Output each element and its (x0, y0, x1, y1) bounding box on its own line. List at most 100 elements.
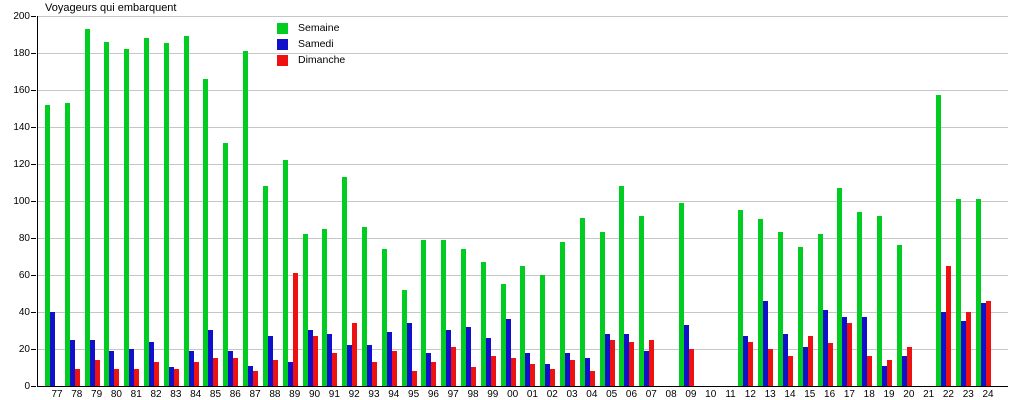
bar-samedi-15 (802, 347, 808, 386)
bar-samedi-02 (545, 363, 551, 386)
x-axis-label: 15 (804, 389, 816, 400)
chart-title: Voyageurs qui embarquent (45, 2, 177, 14)
bar-semaine-07 (639, 215, 645, 386)
bar-samedi-14 (782, 334, 788, 386)
bar-semaine-13 (758, 219, 764, 386)
bar-dimanche-22 (946, 265, 952, 386)
bar-dimanche-89 (292, 273, 298, 386)
legend-item-samedi: Samedi (277, 36, 345, 52)
x-axis-label: 00 (507, 389, 519, 400)
bar-semaine-87 (243, 50, 249, 386)
bar-samedi-05 (604, 334, 610, 386)
x-axis-label: 21 (923, 389, 935, 400)
x-axis-label: 05 (606, 389, 618, 400)
y-axis-tick (31, 237, 36, 239)
bar-samedi-92 (347, 345, 353, 386)
bar-semaine-96 (421, 239, 427, 386)
x-axis-label: 82 (150, 389, 162, 400)
x-axis-label: 13 (764, 389, 776, 400)
gridline (37, 52, 1008, 54)
y-axis-tick (31, 348, 36, 350)
bar-dimanche-02 (550, 369, 556, 386)
bar-dimanche-84 (193, 361, 199, 386)
x-axis-label: 23 (962, 389, 974, 400)
x-axis-label: 91 (328, 389, 340, 400)
bar-samedi-97 (446, 330, 452, 386)
bar-samedi-20 (901, 356, 907, 386)
bar-samedi-17 (842, 317, 848, 386)
x-axis-label: 22 (942, 389, 954, 400)
bar-samedi-84 (188, 350, 194, 386)
bar-samedi-91 (327, 334, 333, 386)
bar-semaine-93 (361, 226, 367, 386)
bar-samedi-23 (961, 321, 967, 386)
bar-samedi-79 (89, 339, 95, 386)
x-axis-label: 79 (91, 389, 103, 400)
x-axis-label: 80 (110, 389, 122, 400)
bar-samedi-86 (228, 350, 234, 386)
bar-samedi-03 (565, 352, 571, 386)
bar-semaine-03 (560, 241, 566, 386)
bar-samedi-01 (525, 352, 531, 386)
x-axis-label: 16 (824, 389, 836, 400)
legend-label-samedi: Samedi (298, 38, 334, 50)
bar-samedi-90 (307, 330, 313, 386)
bar-samedi-78 (69, 339, 75, 386)
y-axis-tick (31, 200, 36, 202)
legend-item-semaine: Semaine (277, 20, 345, 36)
y-axis-line (37, 15, 38, 386)
x-axis-label: 85 (209, 389, 222, 400)
gridline (37, 237, 1008, 239)
bar-dimanche-88 (272, 360, 278, 386)
bar-semaine-80 (104, 41, 110, 386)
bar-dimanche-12 (748, 341, 754, 386)
y-axis-tick-label: 140 (13, 121, 30, 133)
legend-item-dimanche: Dimanche (277, 52, 345, 68)
bar-dimanche-80 (114, 369, 120, 386)
bar-dimanche-15 (807, 336, 813, 386)
gridline (37, 126, 1008, 128)
y-axis-tick-label: 80 (18, 232, 30, 244)
bar-dimanche-05 (609, 339, 615, 386)
bar-semaine-04 (579, 217, 585, 386)
bar-samedi-06 (624, 334, 630, 386)
bar-semaine-17 (837, 187, 843, 386)
x-axis-label: 92 (348, 389, 360, 400)
bar-semaine-95 (401, 289, 407, 386)
bar-dimanche-09 (688, 348, 694, 386)
x-axis-label: 89 (289, 389, 301, 400)
x-axis-label: 95 (408, 389, 420, 400)
bar-semaine-79 (84, 28, 90, 386)
legend-swatch-samedi (277, 38, 288, 50)
bar-dimanche-87 (253, 371, 259, 386)
bar-samedi-82 (149, 341, 155, 386)
y-axis-tick-label: 60 (18, 269, 30, 281)
x-axis-label: 84 (190, 389, 202, 400)
x-axis-label: 96 (427, 389, 439, 400)
bar-dimanche-97 (451, 347, 457, 386)
bar-dimanche-06 (629, 341, 635, 386)
gridline (37, 15, 1008, 17)
bar-dimanche-92 (352, 323, 358, 386)
bar-samedi-80 (109, 350, 115, 386)
bar-semaine-88 (262, 186, 268, 386)
bar-semaine-23 (956, 198, 962, 386)
bar-dimanche-85 (213, 358, 219, 386)
bar-semaine-12 (738, 210, 744, 386)
x-axis-label: 98 (467, 389, 479, 400)
bar-semaine-81 (124, 49, 130, 386)
bar-semaine-16 (817, 234, 823, 386)
bar-samedi-83 (168, 367, 174, 386)
bar-semaine-18 (857, 211, 863, 386)
x-axis-label: 83 (170, 389, 182, 400)
y-axis-tick (31, 89, 36, 91)
bar-semaine-05 (599, 232, 605, 386)
bar-dimanche-14 (787, 356, 793, 386)
bar-dimanche-78 (74, 369, 80, 386)
bar-semaine-84 (183, 36, 189, 386)
bar-samedi-09 (683, 324, 689, 386)
y-axis-tick-label: 120 (13, 158, 30, 170)
y-axis-tick-label: 100 (13, 195, 30, 207)
gridline (37, 163, 1008, 165)
x-axis-label: 08 (665, 389, 677, 400)
